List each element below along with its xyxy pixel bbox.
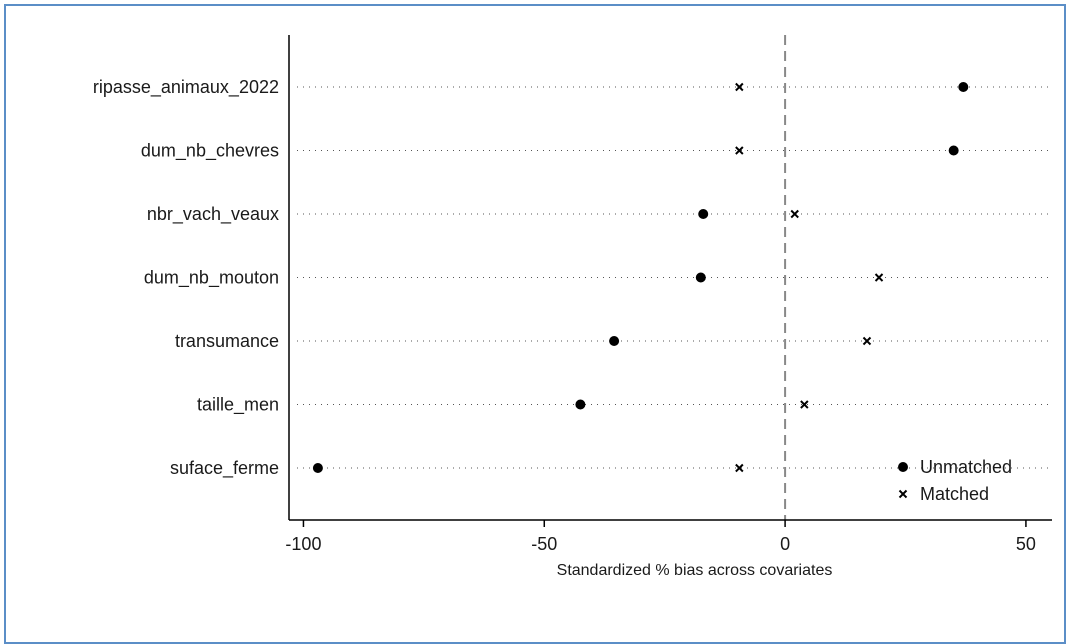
unmatched-point bbox=[312, 463, 323, 473]
matched-point bbox=[735, 146, 744, 155]
covariate-label: dum_nb_mouton bbox=[144, 268, 279, 289]
x-axis-title: Standardized % bias across covariates bbox=[557, 562, 833, 579]
matched-point bbox=[735, 463, 744, 473]
covariate-label: ripasse_animaux_2022 bbox=[93, 77, 279, 98]
covariate-label: dum_nb_chevres bbox=[141, 141, 279, 162]
matched-point bbox=[735, 82, 744, 92]
matched-point bbox=[874, 273, 884, 282]
axes bbox=[288, 35, 1052, 521]
matched-point bbox=[862, 336, 872, 346]
x-tick-labels: -100 -50 0 50 bbox=[285, 520, 1036, 554]
unmatched-point bbox=[698, 209, 709, 219]
unmatched-point bbox=[695, 272, 706, 283]
matched-point bbox=[800, 400, 809, 409]
x-tick-label: 50 bbox=[1016, 534, 1036, 554]
legend-marker-unmatched bbox=[898, 462, 908, 472]
unmatched-point bbox=[575, 399, 586, 410]
covariate-labels: ripasse_animaux_2022 dum_nb_chevres nbr_va… bbox=[93, 77, 279, 479]
legend-label: Matched bbox=[920, 484, 989, 504]
bias-plot: ripasse_animaux_2022 dum_nb_chevres nbr_va… bbox=[93, 35, 1052, 579]
legend: Unmatched Matched bbox=[898, 457, 1012, 504]
covariate-label: transumance bbox=[175, 331, 279, 351]
matched-point bbox=[790, 209, 799, 219]
grid-lines bbox=[297, 86, 1050, 469]
x-tick-label: 0 bbox=[780, 534, 790, 554]
unmatched-point bbox=[948, 145, 959, 156]
covariate-label: suface_ferme bbox=[170, 458, 279, 479]
covariate-label: nbr_vach_veaux bbox=[147, 204, 279, 225]
legend-marker-matched bbox=[898, 489, 908, 499]
x-tick-label: -50 bbox=[531, 534, 557, 554]
covariate-label: taille_men bbox=[197, 395, 279, 416]
unmatched-point bbox=[958, 82, 969, 92]
unmatched-point bbox=[609, 336, 620, 346]
markers bbox=[312, 82, 969, 473]
legend-label: Unmatched bbox=[920, 457, 1012, 477]
x-tick-label: -100 bbox=[285, 534, 321, 554]
chart-frame bbox=[4, 4, 1066, 644]
